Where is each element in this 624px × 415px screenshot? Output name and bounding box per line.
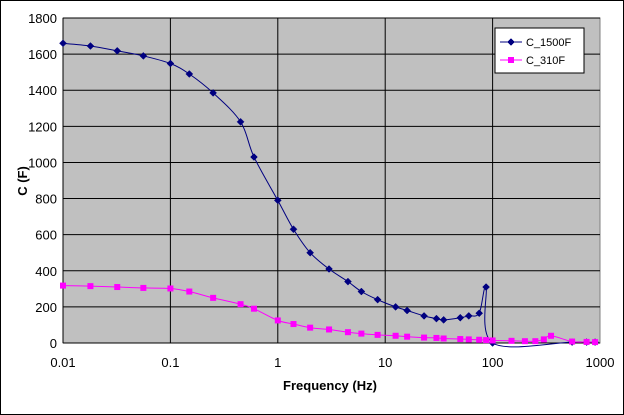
data-point <box>457 336 464 343</box>
legend-label: C_1500F <box>526 37 572 49</box>
data-point <box>166 59 175 68</box>
x-tick-label: 0.01 <box>50 355 75 370</box>
data-point <box>87 283 94 290</box>
data-point <box>403 306 411 315</box>
data-point <box>60 282 66 289</box>
y-tick-label: 1200 <box>28 119 57 134</box>
data-point <box>326 326 333 333</box>
series-line <box>62 285 596 343</box>
data-point <box>521 338 528 345</box>
data-point <box>392 332 399 339</box>
series-c-1500f <box>59 39 599 348</box>
data-point <box>532 338 539 345</box>
data-point <box>569 338 576 345</box>
data-point <box>236 117 245 126</box>
data-point <box>592 339 599 346</box>
data-point <box>373 295 382 304</box>
data-point <box>358 330 365 337</box>
data-point <box>273 196 282 205</box>
data-point <box>357 287 366 296</box>
tick-labels: 0 200 400 600 800 1000 1200 1400 1600 1800 0.01 0.1… <box>28 11 614 370</box>
data-point <box>439 316 448 324</box>
x-tick-label: 1000 <box>586 355 615 370</box>
data-point <box>307 324 314 331</box>
data-point <box>432 314 441 323</box>
data-point <box>167 285 174 292</box>
data-point <box>583 338 590 345</box>
data-point <box>464 312 473 320</box>
legend-label: C_310F <box>526 55 565 67</box>
y-tick-label: 1800 <box>28 11 57 26</box>
y-axis-title: C (F) <box>15 166 30 196</box>
data-point <box>344 329 351 336</box>
data-point <box>475 309 484 318</box>
legend-box <box>494 27 585 74</box>
y-tick-label: 0 <box>50 336 57 351</box>
data-point <box>306 248 314 257</box>
x-tick-label: 1 <box>274 355 281 370</box>
data-point <box>186 288 193 295</box>
series-c-310f <box>60 282 599 346</box>
data-point <box>289 225 298 234</box>
data-point <box>59 39 67 48</box>
legend-item: C_1500F <box>500 37 572 49</box>
legend-items: C_1500F C_310F <box>500 37 572 67</box>
data-point <box>482 283 490 291</box>
data-point <box>421 334 428 341</box>
legend-swatch-marker <box>508 57 514 63</box>
x-tick-label: 10 <box>378 355 392 370</box>
data-point <box>250 153 258 161</box>
data-point <box>456 313 465 322</box>
y-tick-label: 1600 <box>28 47 57 62</box>
data-point <box>185 70 194 78</box>
data-point <box>114 284 121 291</box>
data-point <box>209 89 217 97</box>
data-point <box>420 312 428 320</box>
data-point <box>483 337 490 344</box>
y-tick-label: 1000 <box>28 155 57 170</box>
data-point <box>374 331 381 338</box>
data-point <box>113 47 122 55</box>
x-axis-title: Frequency (Hz) <box>283 378 377 393</box>
data-point <box>508 337 515 344</box>
legend-item: C_310F <box>500 55 565 67</box>
y-tick-label: 400 <box>35 264 57 279</box>
data-point <box>290 321 297 328</box>
gridlines <box>62 17 600 344</box>
data-point <box>404 333 411 340</box>
data-point <box>86 42 95 50</box>
data-point <box>540 336 547 343</box>
legend-swatch-marker <box>507 38 515 46</box>
data-point <box>237 301 244 308</box>
data-point <box>548 332 555 339</box>
data-point <box>344 277 352 286</box>
data-point <box>325 265 333 273</box>
data-point <box>440 335 447 342</box>
data-point <box>489 337 496 344</box>
y-tick-label: 600 <box>35 228 57 243</box>
data-point <box>391 303 400 311</box>
series-layer <box>59 39 599 348</box>
x-tick-label: 100 <box>482 355 504 370</box>
data-point <box>476 336 483 343</box>
data-point <box>433 334 440 341</box>
data-point <box>139 52 148 60</box>
data-point <box>250 305 257 312</box>
data-point <box>210 294 217 301</box>
legend: C_1500F C_310F <box>494 27 585 74</box>
data-point <box>140 284 147 291</box>
y-tick-label: 800 <box>35 192 57 207</box>
x-tick-label: 0.1 <box>161 355 179 370</box>
data-point <box>465 336 472 343</box>
y-tick-label: 200 <box>35 300 57 315</box>
y-tick-label: 1400 <box>28 83 57 98</box>
data-point <box>274 317 281 324</box>
